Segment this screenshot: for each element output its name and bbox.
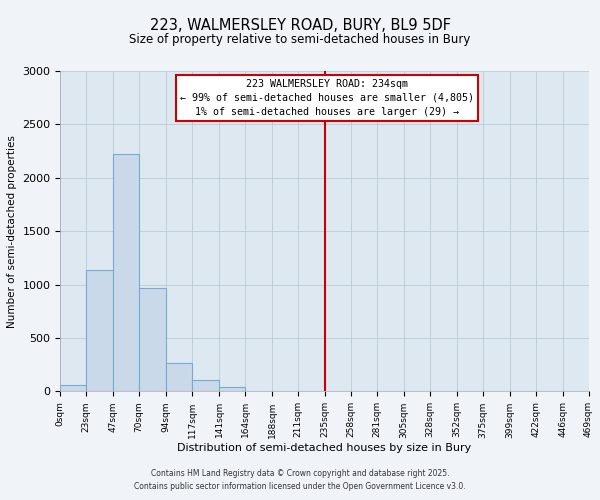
Text: 223, WALMERSLEY ROAD, BURY, BL9 5DF: 223, WALMERSLEY ROAD, BURY, BL9 5DF (149, 18, 451, 32)
Bar (192, 380, 219, 392)
Bar (61, 385, 86, 392)
Bar (139, 288, 166, 392)
X-axis label: Distribution of semi-detached houses by size in Bury: Distribution of semi-detached houses by … (178, 443, 472, 453)
Bar (245, 391, 272, 392)
Text: Size of property relative to semi-detached houses in Bury: Size of property relative to semi-detach… (130, 32, 470, 46)
Bar (219, 386, 245, 392)
Bar (166, 363, 192, 392)
Bar (86, 270, 113, 392)
Text: Contains HM Land Registry data © Crown copyright and database right 2025.
Contai: Contains HM Land Registry data © Crown c… (134, 470, 466, 491)
Y-axis label: Number of semi-detached properties: Number of semi-detached properties (7, 134, 17, 328)
Bar (113, 154, 139, 392)
Text: 223 WALMERSLEY ROAD: 234sqm
← 99% of semi-detached houses are smaller (4,805)
1%: 223 WALMERSLEY ROAD: 234sqm ← 99% of sem… (180, 79, 474, 117)
